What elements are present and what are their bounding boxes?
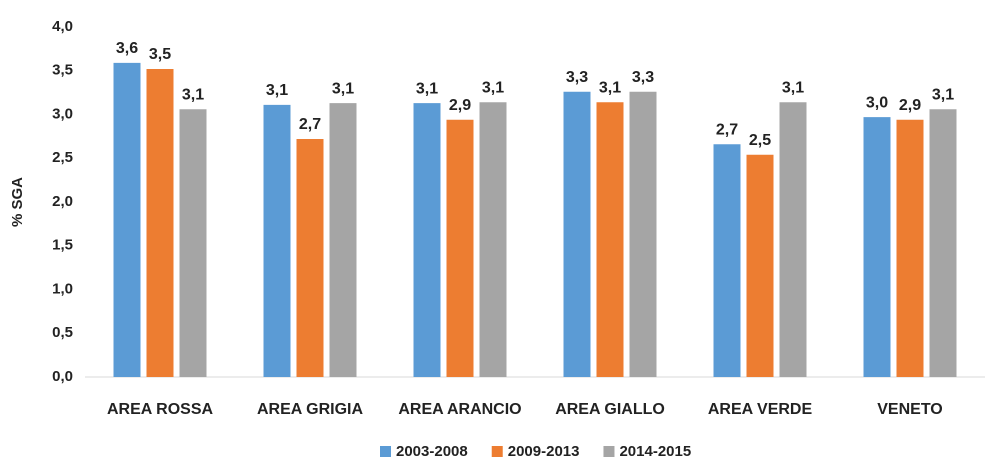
- legend-swatch: [603, 446, 615, 457]
- bar: [746, 154, 774, 377]
- bar: [479, 102, 507, 377]
- legend-label: 2003-2008: [396, 443, 468, 460]
- value-label: 3,1: [782, 79, 804, 96]
- y-tick-label: 4,0: [52, 18, 73, 35]
- bar: [563, 91, 591, 377]
- bar: [713, 144, 741, 377]
- bar: [179, 109, 207, 377]
- legend-swatch: [380, 446, 391, 457]
- bar: [263, 104, 291, 377]
- value-label: 3,1: [266, 82, 288, 99]
- x-tick-label: AREA ARANCIO: [398, 401, 521, 418]
- value-label: 3,0: [866, 94, 888, 111]
- bar: [446, 119, 474, 377]
- legend-label: 2009-2013: [508, 443, 580, 460]
- y-tick-label: 3,5: [52, 62, 73, 79]
- bar: [329, 103, 357, 377]
- x-tick-label: VENETO: [877, 401, 943, 418]
- y-axis-title: % SGA: [9, 177, 26, 227]
- bar: [779, 102, 807, 377]
- value-label: 3,3: [566, 69, 588, 86]
- y-tick-label: 1,5: [52, 237, 73, 254]
- y-tick-label: 2,5: [52, 149, 73, 166]
- x-tick-label: AREA GIALLO: [555, 401, 665, 418]
- value-label: 2,7: [716, 121, 738, 138]
- bar: [413, 103, 441, 377]
- bar: [113, 62, 141, 377]
- x-tick-label: AREA ROSSA: [107, 401, 214, 418]
- value-label: 3,1: [932, 86, 954, 103]
- y-tick-label: 3,0: [52, 105, 73, 122]
- x-tick-label: AREA GRIGIA: [257, 401, 364, 418]
- value-label: 3,1: [416, 80, 438, 97]
- bar: [896, 119, 924, 377]
- y-tick-label: 2,0: [52, 193, 73, 210]
- value-label: 3,6: [116, 40, 138, 57]
- x-tick-label: AREA VERDE: [708, 401, 813, 418]
- bar: [296, 139, 324, 377]
- bar: [596, 102, 624, 377]
- legend-swatch: [491, 446, 503, 457]
- value-label: 2,7: [299, 116, 321, 133]
- value-label: 3,1: [599, 79, 621, 96]
- value-label: 3,1: [182, 86, 204, 103]
- bar: [629, 91, 657, 377]
- value-label: 2,9: [449, 97, 471, 114]
- value-label: 3,3: [632, 69, 654, 86]
- y-tick-label: 0,5: [52, 324, 73, 341]
- value-label: 3,1: [482, 79, 504, 96]
- value-label: 3,5: [149, 46, 171, 63]
- bar: [863, 117, 891, 377]
- value-label: 2,9: [899, 97, 921, 114]
- y-tick-label: 1,0: [52, 280, 73, 297]
- bar: [929, 109, 957, 377]
- value-label: 2,5: [749, 132, 771, 149]
- y-tick-label: 0,0: [52, 368, 73, 385]
- value-label: 3,1: [332, 80, 354, 97]
- legend-label: 2014-2015: [619, 443, 691, 460]
- bar: [146, 69, 174, 377]
